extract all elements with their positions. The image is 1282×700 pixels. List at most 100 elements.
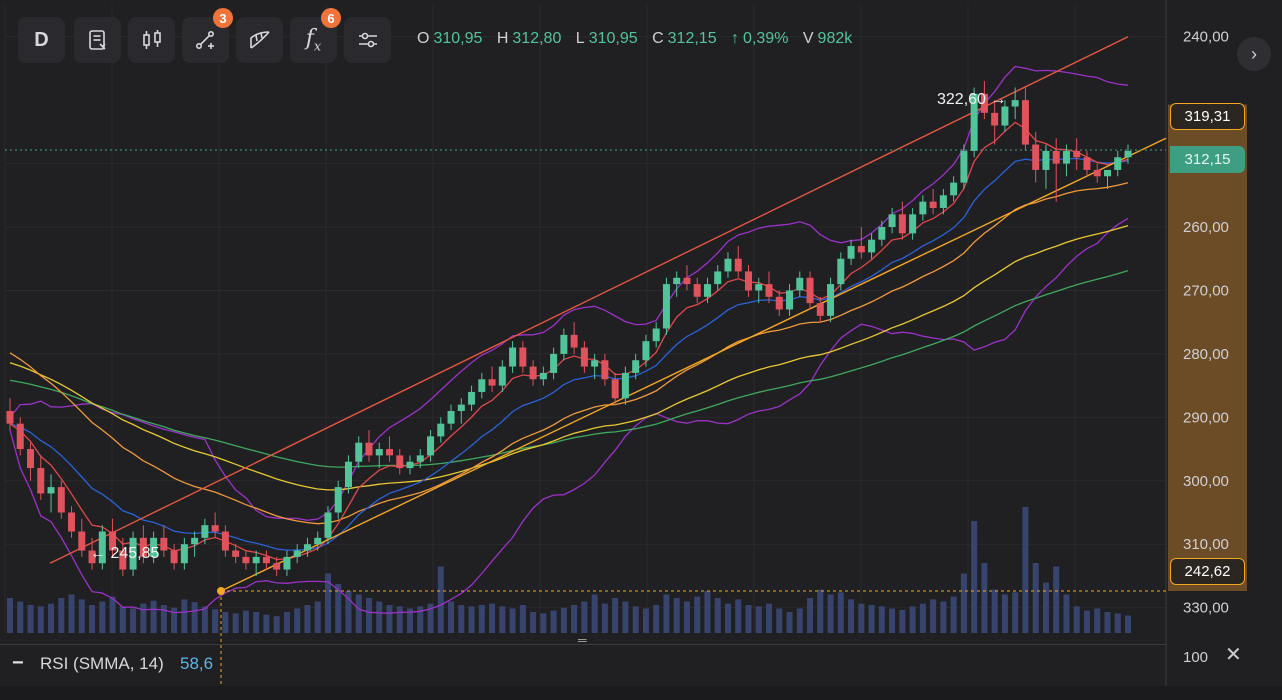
volume-bar bbox=[27, 605, 34, 633]
indicators-count-badge: 6 bbox=[321, 8, 341, 28]
chart-type-button[interactable] bbox=[128, 17, 175, 63]
volume-bar bbox=[878, 606, 885, 633]
candle-body bbox=[570, 334, 578, 348]
candle-body bbox=[827, 284, 835, 316]
volume-bar bbox=[191, 602, 198, 633]
volume-bar bbox=[848, 599, 855, 633]
volume-bar bbox=[427, 603, 434, 633]
candle-body bbox=[365, 442, 373, 456]
candle-body bbox=[580, 347, 588, 367]
price-range-band bbox=[1168, 104, 1247, 592]
volume-bar bbox=[827, 594, 834, 633]
close-rsi-button[interactable]: ✕ bbox=[1225, 644, 1242, 666]
candle-body bbox=[344, 461, 352, 488]
volume-bar bbox=[294, 608, 301, 633]
candle-body bbox=[960, 150, 968, 183]
candle-body bbox=[909, 214, 917, 234]
candle-body bbox=[27, 449, 35, 469]
chevron-right-icon: › bbox=[1251, 43, 1257, 64]
volume-bar bbox=[17, 601, 24, 633]
candle-body bbox=[888, 214, 896, 228]
candle-body bbox=[1124, 150, 1132, 158]
candle-body bbox=[714, 271, 722, 285]
volume-bar bbox=[150, 600, 157, 633]
settings-button[interactable] bbox=[344, 17, 391, 63]
price-tick-label: 330,00 bbox=[1183, 600, 1229, 617]
volume-bar bbox=[940, 601, 947, 633]
notes-button[interactable] bbox=[74, 17, 121, 63]
candle-body bbox=[703, 284, 711, 297]
candle-body bbox=[129, 537, 137, 570]
drawings-count-badge: 3 bbox=[213, 8, 233, 28]
candle-body bbox=[468, 391, 476, 405]
range-low-price-box: 242,62 bbox=[1170, 558, 1245, 585]
volume-bar bbox=[78, 599, 85, 633]
change-arrow-icon: ↑ bbox=[731, 30, 740, 47]
candle-body bbox=[252, 556, 260, 564]
candle-body bbox=[57, 487, 65, 513]
low-label: L bbox=[575, 30, 585, 47]
candle-body bbox=[1073, 150, 1081, 158]
candle-body bbox=[273, 563, 281, 570]
price-tick-label: 310,00 bbox=[1183, 536, 1229, 553]
volume-bar bbox=[99, 601, 106, 633]
drawings-button[interactable]: 3 bbox=[182, 8, 233, 63]
indicators-button[interactable]: fx 6 bbox=[290, 8, 341, 63]
volume-bar bbox=[612, 598, 619, 633]
volume-bar bbox=[181, 599, 188, 633]
candle-body bbox=[550, 353, 558, 373]
volume-bar bbox=[201, 606, 208, 633]
volume-bar bbox=[837, 592, 844, 633]
volume-bar bbox=[1083, 610, 1090, 633]
volume-bar bbox=[591, 594, 598, 633]
volume-bar bbox=[642, 608, 649, 633]
candle-body bbox=[293, 550, 301, 557]
volume-bar bbox=[1032, 563, 1039, 633]
candle-body bbox=[1093, 169, 1101, 177]
candle-body bbox=[1052, 150, 1060, 164]
volume-bar bbox=[1042, 582, 1049, 633]
volume-bar bbox=[1094, 608, 1101, 633]
candle-body bbox=[744, 271, 752, 291]
candle-body bbox=[201, 525, 209, 538]
volume-bar bbox=[273, 616, 280, 633]
candle-body bbox=[560, 334, 568, 354]
candle-body bbox=[693, 284, 701, 297]
volume-bar bbox=[232, 613, 239, 633]
pane-resize-handle[interactable]: ═ bbox=[578, 633, 587, 647]
volume-bar bbox=[68, 594, 75, 633]
candle-body bbox=[509, 347, 517, 367]
volume-bar bbox=[1001, 594, 1008, 633]
candle-body bbox=[396, 455, 404, 469]
candle-body bbox=[16, 423, 24, 450]
volume-bar bbox=[519, 605, 526, 633]
volume-bar bbox=[304, 605, 311, 633]
interval-button[interactable]: D bbox=[18, 17, 65, 63]
volume-bar bbox=[407, 608, 414, 633]
candle-body bbox=[68, 512, 76, 532]
candle-body bbox=[37, 468, 45, 494]
price-tick-label: 290,00 bbox=[1183, 409, 1229, 426]
volume-bar bbox=[376, 601, 383, 633]
candle-body bbox=[529, 366, 537, 380]
high-label: H bbox=[496, 30, 509, 47]
volume-bar bbox=[1114, 613, 1121, 633]
collapse-rsi-button[interactable]: − bbox=[12, 652, 24, 674]
volume-bar bbox=[601, 603, 608, 633]
candle-body bbox=[734, 258, 742, 272]
brush-button[interactable] bbox=[236, 17, 283, 63]
candle-body bbox=[355, 442, 363, 462]
volume-bar bbox=[653, 605, 660, 633]
scroll-right-button[interactable]: › bbox=[1237, 37, 1271, 71]
candle-body bbox=[878, 227, 886, 240]
volume-bar bbox=[899, 609, 906, 633]
volume-bar bbox=[663, 594, 670, 633]
candle-body bbox=[642, 341, 650, 361]
candle-body bbox=[78, 531, 86, 551]
candle-body bbox=[591, 360, 599, 367]
volume-bar bbox=[1012, 592, 1019, 633]
price-tick-label: 280,00 bbox=[1183, 346, 1229, 363]
candle-body bbox=[991, 112, 999, 126]
